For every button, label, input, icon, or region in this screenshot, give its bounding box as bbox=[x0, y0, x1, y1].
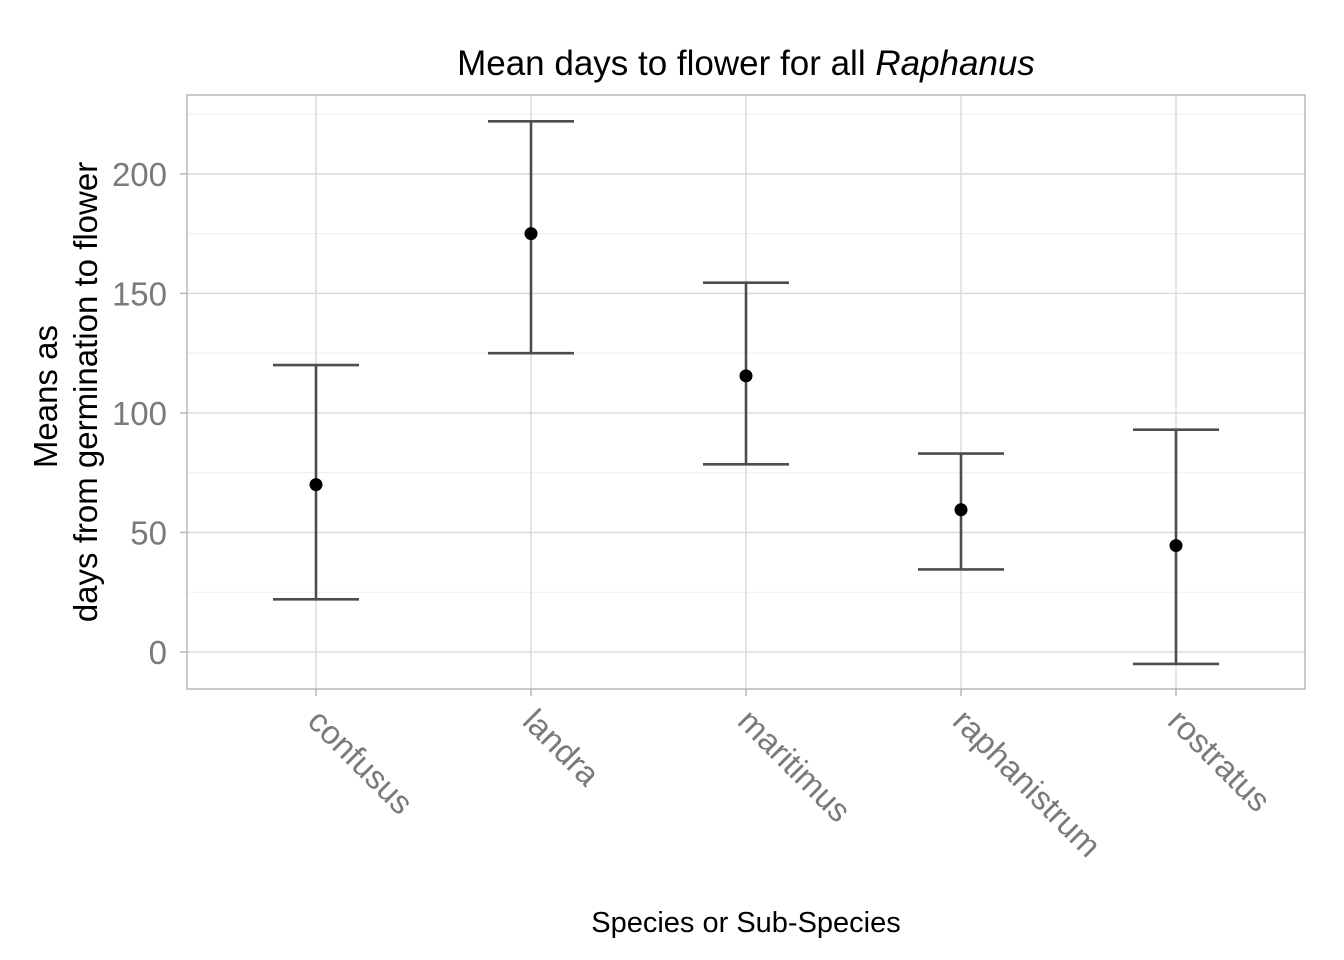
chart-title: Mean days to flower for all Raphanus bbox=[457, 44, 1035, 83]
y-axis-ticks: 0 50 100 150 200 bbox=[112, 156, 187, 671]
chart-title-plain: Mean days to flower for all bbox=[457, 44, 875, 83]
y-tick-label: 150 bbox=[112, 275, 167, 312]
errorbar-group bbox=[703, 281, 789, 466]
x-tick-label: rostratus bbox=[1161, 702, 1278, 819]
errorbar-group bbox=[273, 363, 359, 601]
x-tick-label: maritimus bbox=[731, 702, 858, 829]
y-tick-label: 50 bbox=[130, 514, 167, 551]
errorbar-group bbox=[488, 119, 574, 355]
x-tick-label: raphanistrum bbox=[946, 702, 1108, 864]
x-tick-label: landra bbox=[516, 702, 607, 793]
errorbar-group bbox=[1133, 428, 1219, 666]
y-tick-label: 100 bbox=[112, 395, 167, 432]
panel-border bbox=[186, 94, 1306, 690]
x-axis-title: Species or Sub-Species bbox=[591, 907, 901, 939]
y-axis-title: Means as days from germination to flower bbox=[27, 162, 104, 622]
mean-point bbox=[309, 478, 323, 492]
y-axis-title-line1: Means as bbox=[27, 325, 64, 468]
x-tick-label: confusus bbox=[301, 702, 421, 822]
chart-title-italic: Raphanus bbox=[875, 44, 1035, 83]
errorbar-group bbox=[918, 452, 1004, 571]
y-axis-title-line2: days from germination to flower bbox=[67, 162, 104, 622]
plot-marks bbox=[273, 119, 1219, 666]
mean-point bbox=[1169, 539, 1183, 553]
y-tick-label: 0 bbox=[149, 634, 167, 671]
y-tick-label: 200 bbox=[112, 156, 167, 193]
mean-point bbox=[739, 369, 753, 383]
mean-point bbox=[524, 227, 538, 241]
mean-point bbox=[954, 503, 968, 517]
x-axis-ticks: confusus landra maritimus raphanistrum rostr… bbox=[301, 689, 1278, 864]
